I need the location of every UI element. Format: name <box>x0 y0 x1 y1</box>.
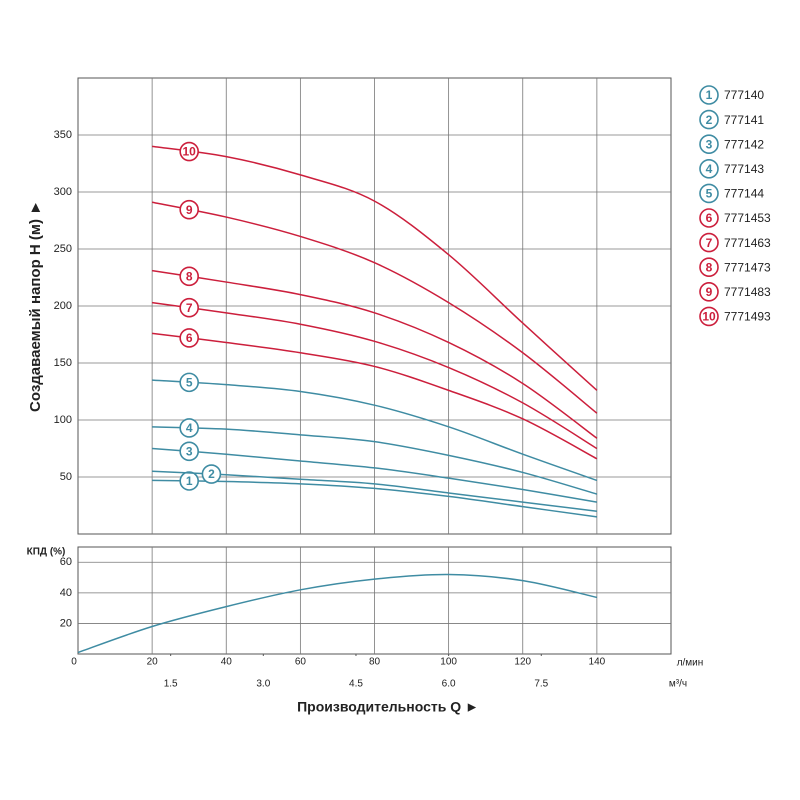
series-line <box>152 470 597 512</box>
series-line <box>77 573 598 654</box>
y-tick-label: 60 <box>60 556 72 568</box>
legend-label: 7771493 <box>724 310 771 324</box>
series-line <box>152 447 598 503</box>
legend-number: 6 <box>706 211 713 225</box>
y-axis-label: КПД (%) <box>27 547 66 558</box>
y-tick-label: 150 <box>54 357 72 369</box>
series-line <box>152 426 598 495</box>
legend-number: 5 <box>706 187 713 201</box>
y-tick-label: 350 <box>54 129 72 141</box>
legend-marker <box>699 109 719 130</box>
series-line <box>152 269 598 439</box>
legend-marker <box>699 232 719 253</box>
y-tick-label: 40 <box>60 587 72 599</box>
x2-tick-label: 7.5 <box>534 679 548 690</box>
series-line <box>152 301 598 450</box>
legend-number: 2 <box>706 113 713 127</box>
curve-marker <box>179 297 199 318</box>
legend-marker <box>699 306 719 327</box>
y-tick-label: 20 <box>60 617 72 629</box>
series-line <box>152 379 598 482</box>
y-tick-label: 100 <box>54 414 72 426</box>
curve-label: 9 <box>186 203 193 217</box>
legend-label: 777142 <box>724 137 764 151</box>
legend-label: 7771453 <box>724 211 771 225</box>
legend-marker <box>699 85 719 105</box>
curve-marker <box>179 418 199 438</box>
x-unit: л/мин <box>677 658 704 669</box>
legend-marker <box>699 208 719 228</box>
legend-label: 7771463 <box>724 236 771 250</box>
curve-marker <box>179 266 199 287</box>
legend-label: 777141 <box>724 113 764 127</box>
curve-marker <box>179 372 199 393</box>
legend-marker <box>699 183 719 204</box>
legend-label: 777143 <box>724 162 764 176</box>
legend-number: 7 <box>706 236 713 250</box>
x-tick-label: 20 <box>147 657 159 668</box>
series-line <box>152 332 598 460</box>
curve-marker <box>201 464 222 484</box>
x-tick-label: 120 <box>514 657 531 668</box>
curve-label: 2 <box>208 467 215 481</box>
legend-label: 7771473 <box>724 260 771 274</box>
y-tick-label: 300 <box>54 186 72 198</box>
curve-label: 8 <box>186 270 193 284</box>
x-tick-label: 0 <box>71 657 77 668</box>
curve-label: 6 <box>186 331 193 345</box>
x-tick-label: 100 <box>440 657 457 668</box>
x2-unit: м³/ч <box>669 679 687 690</box>
legend-number: 4 <box>706 162 713 176</box>
y-axis-label: Создаваемый напор H (м) ► <box>27 200 44 412</box>
legend-marker <box>699 134 719 154</box>
curve-marker <box>179 328 199 348</box>
legend-number: 1 <box>706 88 713 102</box>
legend-marker <box>699 257 719 278</box>
curve-label: 3 <box>186 445 193 459</box>
legend-marker <box>699 281 719 302</box>
legend-number: 3 <box>706 137 713 151</box>
x2-tick-label: 4.5 <box>349 679 363 690</box>
y-tick-label: 250 <box>54 243 72 255</box>
curve-label: 1 <box>186 474 193 488</box>
x2-tick-label: 6.0 <box>442 679 456 690</box>
series-line <box>152 479 597 518</box>
x2-tick-label: 3.0 <box>256 679 270 690</box>
x2-tick-label: 1.5 <box>164 679 178 690</box>
y-tick-label: 200 <box>54 300 72 312</box>
curve-marker <box>179 141 199 162</box>
series-line <box>152 145 598 391</box>
legend-number: 9 <box>706 285 713 299</box>
legend-number: 8 <box>706 260 713 274</box>
x-tick-label: 40 <box>221 657 233 668</box>
legend-label: 777140 <box>724 88 764 102</box>
x-axis-label: Производительность Q ► <box>297 699 479 715</box>
legend-label: 7771483 <box>724 285 771 299</box>
series-line <box>151 201 598 414</box>
curve-label: 10 <box>183 145 197 159</box>
curve-label: 4 <box>186 421 193 435</box>
curve-label: 5 <box>186 376 193 390</box>
curve-label: 7 <box>186 301 193 315</box>
legend-marker <box>699 159 719 179</box>
x-tick-label: 140 <box>589 657 606 668</box>
legend-number: 10 <box>702 310 716 324</box>
y-tick-label: 50 <box>60 471 72 483</box>
curve-marker <box>179 471 199 491</box>
curve-marker <box>179 441 199 462</box>
curve-marker <box>179 199 199 220</box>
legend-label: 777144 <box>724 187 764 201</box>
x-tick-label: 60 <box>295 657 307 668</box>
x-tick-label: 80 <box>369 657 381 668</box>
